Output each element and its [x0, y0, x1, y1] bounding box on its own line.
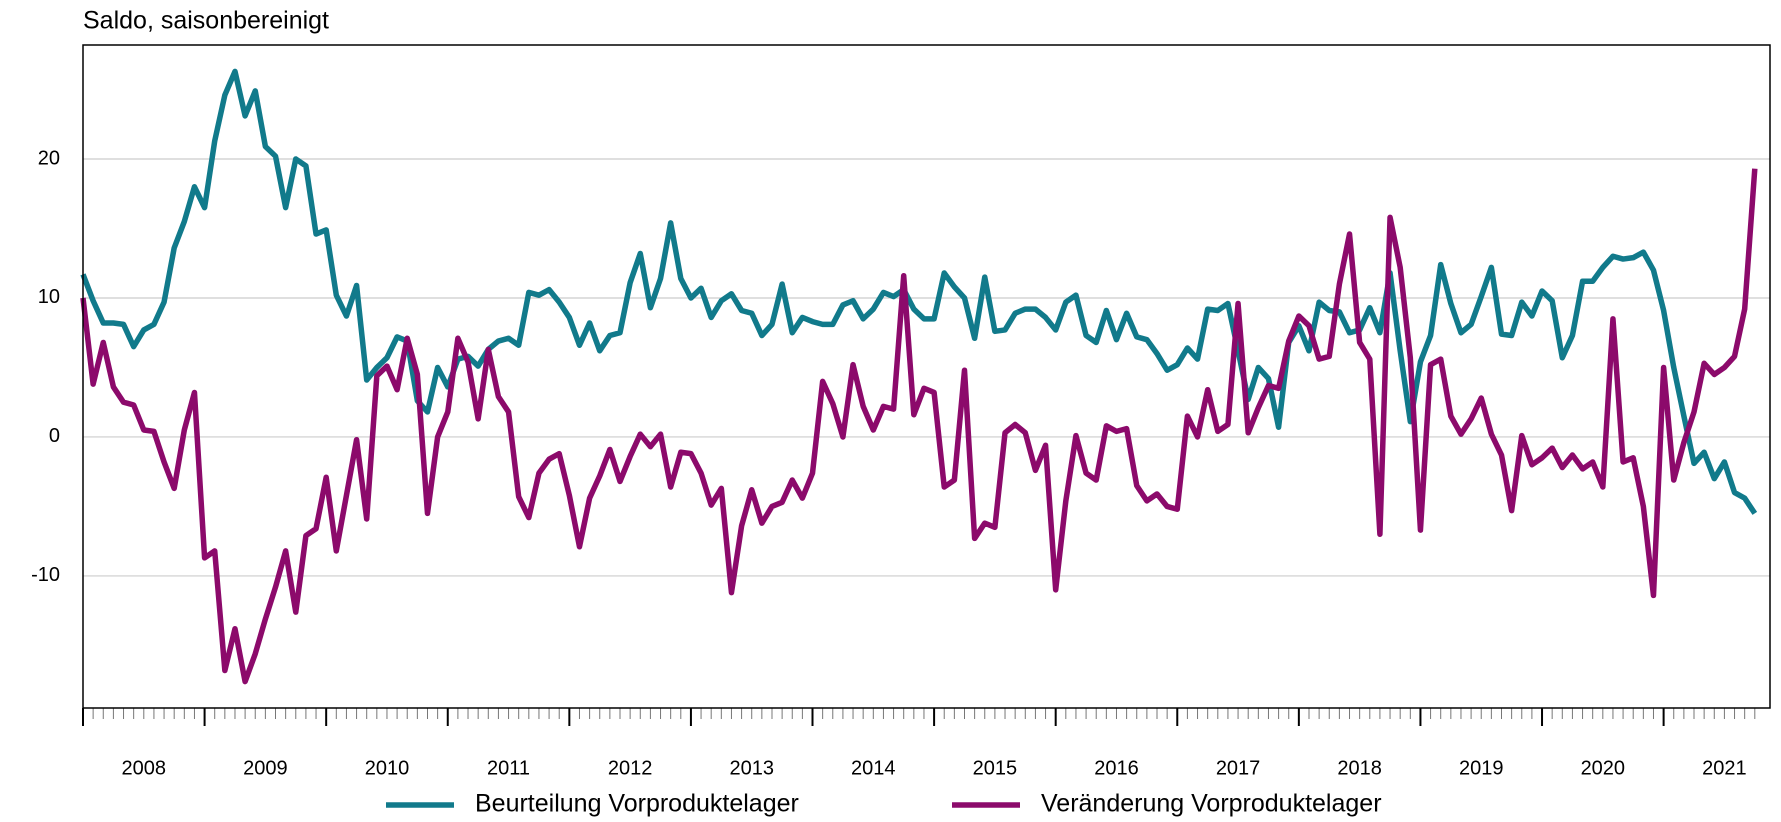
x-tick-label: 2008: [122, 757, 167, 779]
x-tick-label: 2018: [1337, 757, 1382, 779]
series-line: [80, 68, 1758, 515]
x-tick-label: 2016: [1094, 757, 1139, 779]
plot-frame: [82, 44, 1771, 709]
x-tick-label: 2011: [487, 757, 530, 779]
x-tick-label: 2021: [1702, 757, 1747, 779]
x-tick-label: 2012: [608, 757, 653, 779]
chart-title: Saldo, saisonbereinigt: [83, 7, 329, 35]
x-tick-label: 2010: [365, 757, 410, 779]
x-tick-label: 2020: [1581, 757, 1626, 779]
y-tick-label: 0: [49, 425, 60, 447]
x-tick-label: 2015: [973, 757, 1018, 779]
x-tick-label: 2014: [851, 757, 896, 779]
x-tick-label: 2017: [1216, 757, 1261, 779]
series-line: [80, 168, 1758, 685]
x-tick-label: 2009: [243, 757, 288, 779]
y-tick-label: 20: [38, 147, 60, 169]
legend-label: Veränderung Vorproduktelager: [1041, 790, 1382, 818]
y-tick-label: -10: [31, 564, 60, 586]
legend-label: Beurteilung Vorproduktelager: [475, 790, 799, 818]
x-tick-label: 2013: [729, 757, 774, 779]
x-tick-label: 2019: [1459, 757, 1504, 779]
y-tick-label: 10: [38, 286, 60, 308]
